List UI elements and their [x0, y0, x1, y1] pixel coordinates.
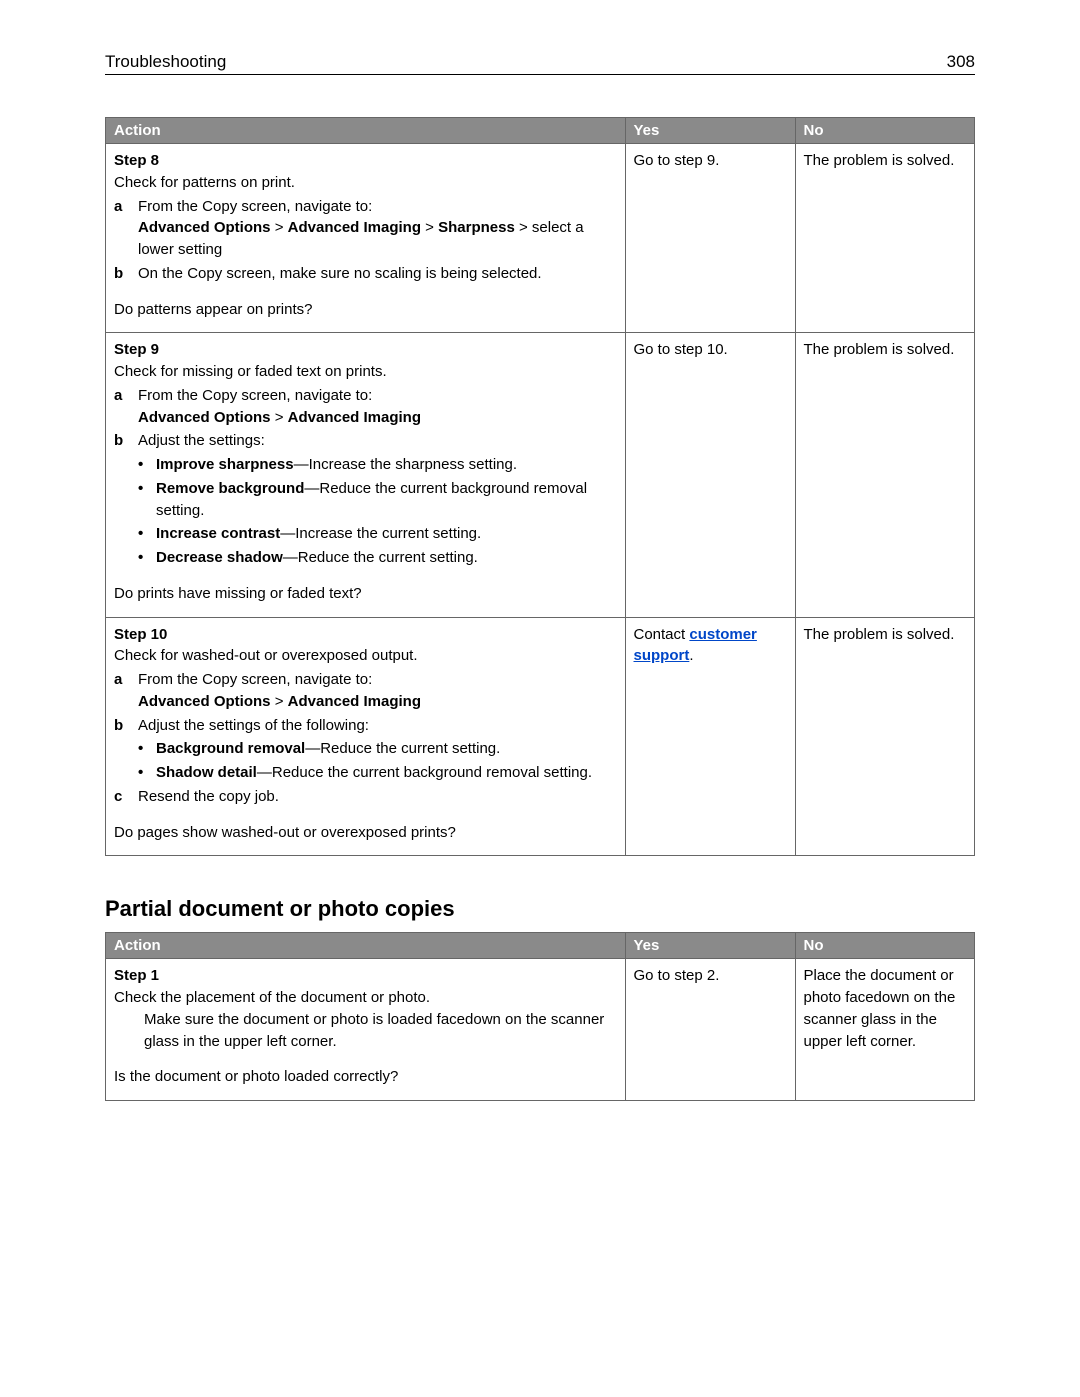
step-question: Do prints have missing or faded text? — [114, 583, 617, 605]
substep-a-path: Advanced Options > Advanced Imaging — [138, 691, 617, 713]
step-intro: Check for washed-out or overexposed outp… — [114, 645, 617, 667]
th-yes: Yes — [625, 118, 795, 144]
substep-a-lead: From the Copy screen, navigate to: — [138, 669, 617, 691]
cell-yes: Go to step 9. — [625, 144, 795, 333]
page-header: Troubleshooting 308 — [105, 52, 975, 75]
cell-yes: Contact customer support. — [625, 617, 795, 856]
substep-c: c Resend the copy job. — [114, 786, 617, 808]
yes-post: . — [689, 647, 693, 664]
substep-b: b Adjust the settings of the following: … — [114, 715, 617, 784]
marker-b: b — [114, 715, 138, 784]
step-intro: Check for patterns on print. — [114, 172, 617, 194]
marker-c: c — [114, 786, 138, 808]
step-question: Do patterns appear on prints? — [114, 299, 617, 321]
substep-a-path: Advanced Options > Advanced Imaging > Sh… — [138, 217, 617, 261]
marker-b: b — [114, 430, 138, 569]
substep-b-text: Adjust the settings: — [138, 430, 617, 452]
th-no: No — [795, 933, 975, 959]
step-intro: Check the placement of the document or p… — [114, 987, 617, 1009]
substep-a: a From the Copy screen, navigate to: Adv… — [114, 196, 617, 261]
substep-b: b Adjust the settings: Improve sharpness… — [114, 430, 617, 569]
list-item: Increase contrast—Increase the current s… — [138, 523, 617, 545]
section-title: Partial document or photo copies — [105, 896, 975, 922]
list-item: Shadow detail—Reduce the current backgro… — [138, 762, 617, 784]
substep-a-lead: From the Copy screen, navigate to: — [138, 385, 617, 407]
step-intro: Check for missing or faded text on print… — [114, 361, 617, 383]
cell-action: Step 1 Check the placement of the docume… — [106, 959, 626, 1101]
th-action: Action — [106, 118, 626, 144]
cell-yes: Go to step 2. — [625, 959, 795, 1101]
yes-pre: Contact — [634, 626, 690, 643]
substep-b: b On the Copy screen, make sure no scali… — [114, 263, 617, 285]
step-title: Step 1 — [114, 965, 617, 987]
substep-a-path: Advanced Options > Advanced Imaging — [138, 407, 617, 429]
table-row: Step 1 Check the placement of the docume… — [106, 959, 975, 1101]
troubleshooting-table-1: Action Yes No Step 8 Check for patterns … — [105, 117, 975, 856]
substep-a-lead: From the Copy screen, navigate to: — [138, 196, 617, 218]
marker-a: a — [114, 385, 138, 429]
marker-a: a — [114, 669, 138, 713]
th-yes: Yes — [625, 933, 795, 959]
step-title: Step 8 — [114, 150, 617, 172]
substep-b-text: On the Copy screen, make sure no scaling… — [138, 263, 617, 285]
document-page: Troubleshooting 308 Action Yes No Step 8… — [0, 0, 1080, 1161]
table-row: Step 9 Check for missing or faded text o… — [106, 333, 975, 617]
cell-action: Step 10 Check for washed-out or overexpo… — [106, 617, 626, 856]
header-section: Troubleshooting — [105, 52, 226, 72]
cell-action: Step 8 Check for patterns on print. a Fr… — [106, 144, 626, 333]
th-no: No — [795, 118, 975, 144]
cell-no: The problem is solved. — [795, 144, 975, 333]
step-title: Step 10 — [114, 624, 617, 646]
cell-yes: Go to step 10. — [625, 333, 795, 617]
step-question: Is the document or photo loaded correctl… — [114, 1066, 617, 1088]
substep-c-text: Resend the copy job. — [138, 786, 617, 808]
substep-a: a From the Copy screen, navigate to: Adv… — [114, 669, 617, 713]
substep-a: a From the Copy screen, navigate to: Adv… — [114, 385, 617, 429]
list-item: Decrease shadow—Reduce the current setti… — [138, 547, 617, 569]
marker-b: b — [114, 263, 138, 285]
substep-b-text: Adjust the settings of the following: — [138, 715, 617, 737]
step-detail: Make sure the document or photo is loade… — [114, 1009, 617, 1053]
cell-no: The problem is solved. — [795, 617, 975, 856]
troubleshooting-table-2: Action Yes No Step 1 Check the placement… — [105, 932, 975, 1101]
th-action: Action — [106, 933, 626, 959]
list-item: Remove background—Reduce the current bac… — [138, 478, 617, 522]
table-row: Step 10 Check for washed-out or overexpo… — [106, 617, 975, 856]
cell-no: The problem is solved. — [795, 333, 975, 617]
cell-action: Step 9 Check for missing or faded text o… — [106, 333, 626, 617]
table-row: Step 8 Check for patterns on print. a Fr… — [106, 144, 975, 333]
header-page-number: 308 — [947, 52, 975, 72]
cell-no: Place the document or photo facedown on … — [795, 959, 975, 1101]
list-item: Background removal—Reduce the current se… — [138, 738, 617, 760]
step-question: Do pages show washed-out or overexposed … — [114, 822, 617, 844]
step-title: Step 9 — [114, 339, 617, 361]
bullet-list: Background removal—Reduce the current se… — [138, 738, 617, 784]
bullet-list: Improve sharpness—Increase the sharpness… — [138, 454, 617, 569]
marker-a: a — [114, 196, 138, 261]
list-item: Improve sharpness—Increase the sharpness… — [138, 454, 617, 476]
